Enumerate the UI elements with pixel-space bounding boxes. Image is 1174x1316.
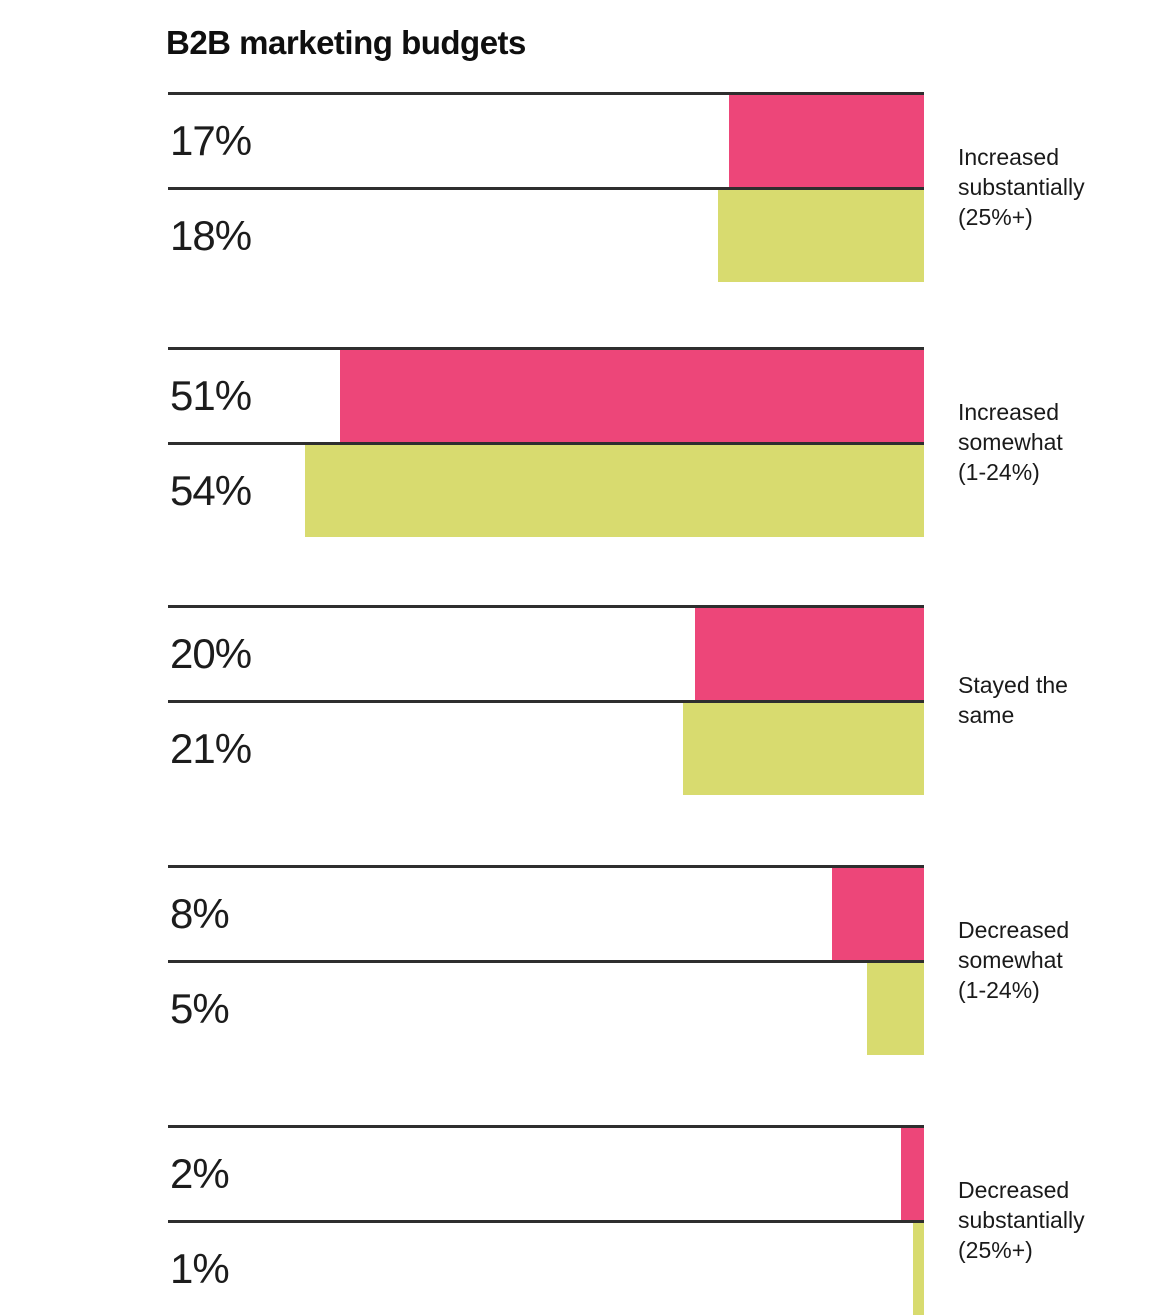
bar-pink <box>339 350 924 442</box>
bar-row-pink: 17% <box>168 92 924 187</box>
value-label-yellow: 54% <box>170 467 252 514</box>
bar-pink <box>694 608 924 700</box>
value-label-yellow: 18% <box>170 212 252 259</box>
category-label: Increased substantially (25%+) <box>958 144 1085 230</box>
bar-pink <box>729 95 924 187</box>
value-label-pink: 2% <box>170 1150 230 1197</box>
category-label: Decreased substantially (25%+) <box>958 1177 1085 1263</box>
bar-pink <box>901 1128 924 1220</box>
bar-group-decreased-substantially: 2% 1% Decreased substantially (25%+) <box>168 1125 1085 1315</box>
category-label: Increased somewhat (1-24%) <box>958 399 1063 485</box>
bar-row-pink: 51% <box>168 347 924 442</box>
bar-row-yellow: 18% <box>168 187 924 282</box>
bar-pink <box>832 868 924 960</box>
bar-row-yellow: 54% <box>168 442 924 537</box>
bar-group-stayed-the-same: 20% 21% Stayed the same <box>168 605 1068 795</box>
value-label-pink: 8% <box>170 890 230 937</box>
bar-yellow-green <box>866 963 924 1055</box>
category-label: Stayed the same <box>958 672 1068 728</box>
category-label: Decreased somewhat (1-24%) <box>958 917 1070 1003</box>
value-label-pink: 51% <box>170 372 252 419</box>
bar-row-yellow: 5% <box>168 960 924 1055</box>
bar-row-pink: 20% <box>168 605 924 700</box>
bar-yellow-green <box>683 703 924 795</box>
bar-row-yellow: 21% <box>168 700 924 795</box>
bar-yellow-green <box>305 445 924 537</box>
bar-row-pink: 8% <box>168 865 924 960</box>
value-label-yellow: 1% <box>170 1245 230 1292</box>
bar-group-increased-somewhat: 51% 54% Increased somewhat (1-24%) <box>168 347 1063 537</box>
value-label-yellow: 5% <box>170 985 230 1032</box>
value-label-yellow: 21% <box>170 725 252 772</box>
value-label-pink: 20% <box>170 630 252 677</box>
value-label-pink: 17% <box>170 117 252 164</box>
bar-row-pink: 2% <box>168 1125 924 1220</box>
bar-group-increased-substantially: 17% 18% Increased substantially (25%+) <box>168 92 1085 282</box>
page-title: B2B marketing budgets <box>166 24 526 62</box>
bar-group-decreased-somewhat: 8% 5% Decreased somewhat (1-24%) <box>168 865 1069 1055</box>
bar-row-yellow: 1% <box>168 1220 924 1315</box>
bar-yellow-green <box>912 1223 924 1315</box>
bar-yellow-green <box>717 190 924 282</box>
